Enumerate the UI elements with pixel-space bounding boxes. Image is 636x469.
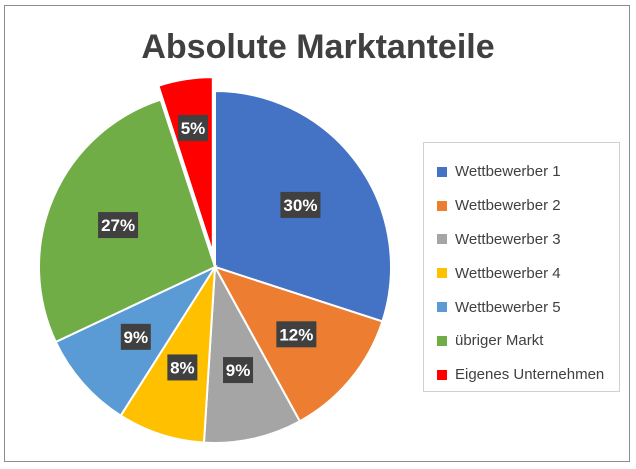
legend-item-wettbewerber-1: Wettbewerber 1 (424, 155, 619, 189)
legend-label: Wettbewerber 2 (455, 197, 561, 215)
data-label-text: 5% (181, 119, 206, 138)
legend-item-wettbewerber-4: Wettbewerber 4 (424, 256, 619, 290)
data-label-text: 27% (101, 216, 135, 235)
data-label-box (276, 321, 317, 348)
legend-label: Eigenes Unternehmen (455, 366, 605, 384)
pie-slice-wettbewerber-3 (202, 263, 302, 444)
data-label-text: 9% (123, 328, 148, 347)
legend-label: Wettbewerber 3 (455, 230, 561, 248)
data-label-text: 12% (279, 325, 313, 344)
legend-swatch (437, 268, 447, 279)
data-label-wettbewerber-1: 30% (280, 191, 321, 218)
legend: Wettbewerber 1 Wettbewerber 2 Wettbewerber… (423, 142, 620, 392)
legend-label: übriger Markt (455, 332, 544, 350)
pie-chart: 30% 12% 9% 8% 9% 27% 5% (38, 76, 392, 444)
data-label-box (223, 357, 254, 384)
legend-swatch (437, 369, 447, 380)
data-label-box (167, 354, 198, 381)
data-label-box (177, 115, 208, 142)
chart-title: Absolute Marktanteile (141, 28, 495, 66)
legend-swatch (437, 335, 447, 346)
data-label-box (280, 191, 321, 218)
data-label-text: 30% (283, 196, 317, 215)
legend-item-wettbewerber-5: Wettbewerber 5 (424, 290, 619, 324)
legend-label: Wettbewerber 1 (455, 163, 561, 181)
legend-item-wettbewerber-3: Wettbewerber 3 (424, 223, 619, 257)
legend-swatch (437, 234, 447, 245)
legend-swatch (437, 302, 447, 313)
legend-item-eigenes-unternehmen: Eigenes Unternehmen (424, 358, 619, 392)
data-label-wettbewerber-5: 9% (120, 323, 151, 350)
data-label-eigenes-unternehmen: 5% (177, 115, 208, 142)
data-label-box (120, 323, 151, 350)
data-label-box (98, 212, 139, 239)
legend-swatch (437, 166, 447, 177)
chart-frame: Absolute Marktanteile 30% 12% 9% 8% 9% 27% 5% … (4, 5, 630, 462)
legend-label: Wettbewerber 5 (455, 298, 561, 316)
data-label-text: 9% (226, 361, 251, 380)
data-label-wettbewerber-4: 8% (167, 354, 198, 381)
data-label-text: 8% (170, 358, 195, 377)
data-label-briger-markt: 27% (98, 212, 139, 239)
legend-label: Wettbewerber 4 (455, 264, 561, 282)
data-label-wettbewerber-3: 9% (223, 357, 254, 384)
legend-item-wettbewerber-2: Wettbewerber 2 (424, 189, 619, 223)
legend-item-briger-markt: übriger Markt (424, 324, 619, 358)
data-label-wettbewerber-2: 12% (276, 321, 317, 348)
legend-swatch (437, 200, 447, 211)
